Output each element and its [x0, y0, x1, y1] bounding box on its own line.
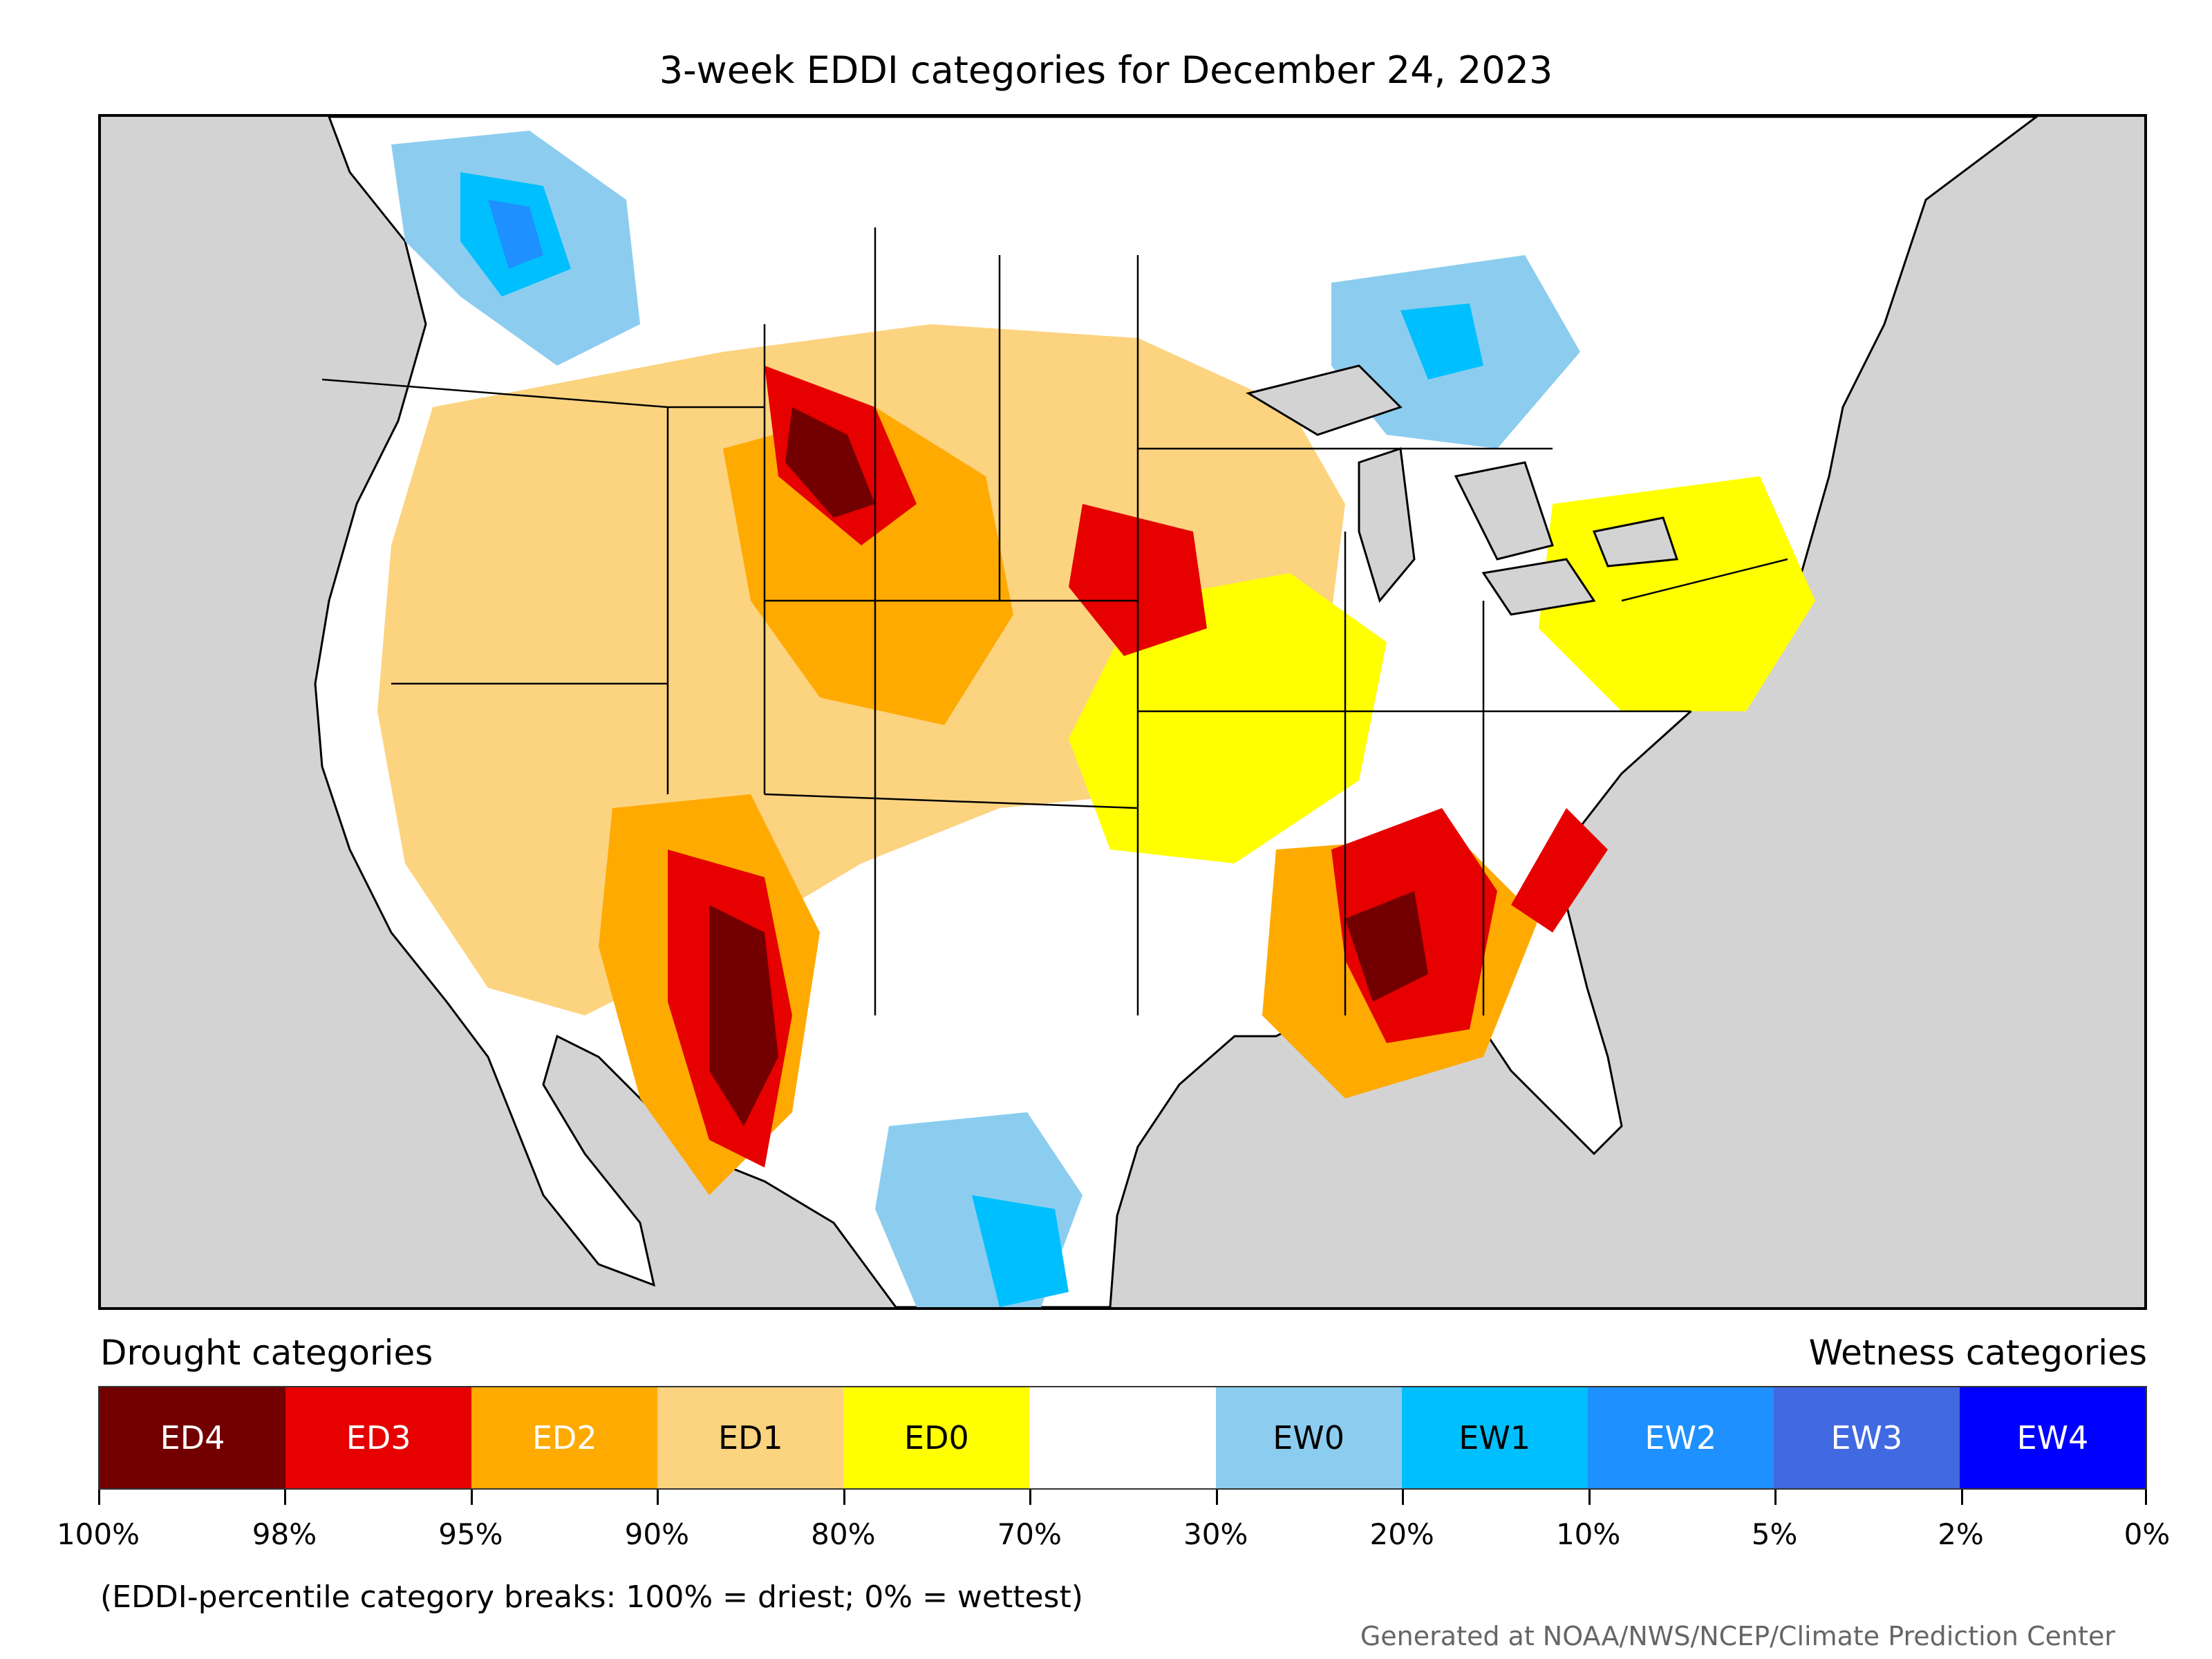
- colorbar-tick-label: 98%: [252, 1517, 317, 1551]
- colorbar-tick-label: 90%: [624, 1517, 690, 1551]
- category-swatch-ed2: ED2: [471, 1387, 658, 1488]
- colorbar-tick-label: 95%: [438, 1517, 503, 1551]
- category-swatch-ed1: ED1: [657, 1387, 844, 1488]
- eddi-map: [98, 114, 2147, 1310]
- us-map-svg: [314, 117, 2038, 1307]
- colorbar-tick: [843, 1490, 845, 1505]
- category-swatch-ew2: EW2: [1587, 1387, 1774, 1488]
- colorbar-tick-label: 0%: [2124, 1517, 2171, 1551]
- category-swatch-ed0: ED0: [843, 1387, 1030, 1488]
- map-title: 3-week EDDI categories for December 24, …: [659, 48, 1553, 92]
- colorbar-tick: [470, 1490, 473, 1505]
- colorbar-tick-label: 2%: [1938, 1517, 1984, 1551]
- colorbar-tick: [2145, 1490, 2147, 1505]
- drought-categories-heading: Drought categories: [100, 1333, 433, 1373]
- colorbar-tick: [1588, 1490, 1591, 1505]
- colorbar-tick-label: 20%: [1369, 1517, 1434, 1551]
- category-swatch-ed3: ED3: [285, 1387, 472, 1488]
- colorbar-tick: [1402, 1490, 1405, 1505]
- colorbar-tick: [98, 1490, 100, 1505]
- colorbar-tick-label: 80%: [811, 1517, 876, 1551]
- category-swatch-ed4: ED4: [100, 1387, 286, 1488]
- colorbar-tick: [1215, 1490, 1218, 1505]
- wetness-categories-heading: Wetness categories: [1808, 1333, 2147, 1373]
- category-swatch-normal: [1029, 1387, 1216, 1488]
- colorbar-tick-label: 70%: [997, 1517, 1062, 1551]
- great-lakes: [1246, 364, 1679, 616]
- category-swatch-ew4: EW4: [1959, 1387, 2146, 1488]
- percentile-note: (EDDI-percentile category breaks: 100% =…: [100, 1580, 1083, 1615]
- colorbar-tick-label: 100%: [56, 1517, 140, 1551]
- colorbar-tick-label: 10%: [1555, 1517, 1621, 1551]
- colorbar-ticks: [98, 1490, 2147, 1510]
- colorbar-tick-label: 5%: [1751, 1517, 1798, 1551]
- colorbar-tick: [284, 1490, 287, 1505]
- colorbar-tick-label: 30%: [1183, 1517, 1248, 1551]
- eddi-shading: [377, 131, 1815, 1307]
- colorbar-tick: [1774, 1490, 1777, 1505]
- category-swatch-ew0: EW0: [1215, 1387, 1402, 1488]
- colorbar-tick: [657, 1490, 659, 1505]
- colorbar-tick: [1960, 1490, 1963, 1505]
- category-swatch-ew1: EW1: [1401, 1387, 1588, 1488]
- category-colorbar: ED4 ED3 ED2 ED1 ED0 EW0 EW1 EW2 EW3 EW4: [98, 1386, 2147, 1490]
- credit-line: Generated at NOAA/NWS/NCEP/Climate Predi…: [1360, 1621, 2115, 1651]
- state-borders: [321, 227, 1788, 1015]
- colorbar-tick: [1029, 1490, 1032, 1505]
- category-swatch-ew3: EW3: [1773, 1387, 1960, 1488]
